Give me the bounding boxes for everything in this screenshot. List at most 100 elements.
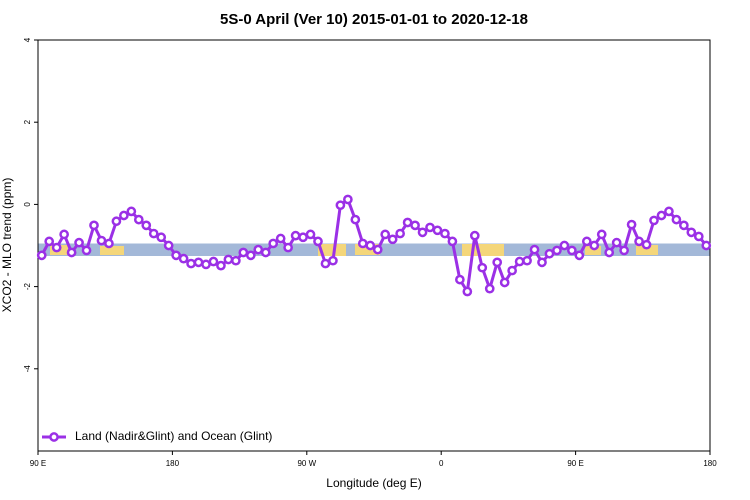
x-tick-label: 90 W [297,459,316,468]
point [402,217,413,228]
point [417,227,428,238]
point [253,244,264,255]
point [537,257,547,268]
point [686,227,697,238]
point [141,220,152,231]
legend-marker [49,432,59,442]
x-tick-label: 90 E [30,459,46,468]
point [492,257,503,268]
point [440,228,450,239]
point [611,237,622,248]
chart-title: 5S-0 April (Ver 10) 2015-01-01 to 2020-1… [220,11,528,28]
point [619,245,629,256]
land-patch [100,246,124,255]
point [559,240,570,251]
point [567,245,577,256]
point [298,232,308,243]
point [59,229,69,240]
point [357,238,368,249]
land-patch [462,244,504,256]
point [380,229,391,240]
point [425,222,435,233]
point [626,219,637,230]
point [320,258,331,269]
point [238,247,249,258]
point [455,274,465,285]
point [223,254,234,265]
point [462,286,473,297]
point [395,228,405,239]
point [574,250,585,261]
point [313,236,323,247]
legend-label: Land (Nadir&Glint) and Ocean (Glint) [75,429,272,443]
point [335,200,346,211]
point [36,250,47,261]
point [163,240,174,251]
point [589,240,600,251]
x-tick-label: 90 E [567,459,583,468]
y-tick-label: 4 [23,37,32,42]
point [51,242,62,253]
point [552,245,562,256]
point [499,277,510,288]
point [305,229,316,240]
point [641,239,652,250]
point [328,255,338,266]
point [671,214,682,225]
point [604,247,615,258]
point [268,238,279,249]
point [387,234,398,245]
point [656,210,667,221]
point [693,231,704,242]
point [74,237,84,248]
x-tick-label: 180 [703,459,717,468]
point [350,214,361,225]
point [66,247,77,258]
x-tick-label: 180 [166,459,180,468]
point [208,256,219,267]
point [231,255,241,266]
point [133,214,144,225]
point [529,244,540,255]
point [119,210,129,221]
point [649,215,659,226]
y-axis-label: XCO2 - MLO trend (ppm) [0,178,14,313]
point [484,283,495,294]
point [410,220,420,231]
point [432,225,443,236]
point [275,233,286,244]
land-patch [355,244,380,255]
point [171,250,181,261]
point [96,235,107,246]
point [664,206,674,217]
point [89,220,99,231]
point [104,238,114,249]
point [701,240,712,251]
point [372,244,383,255]
land-patch [585,246,601,255]
point [126,206,137,217]
land-patch [318,244,346,256]
point [477,262,488,273]
point [514,256,525,267]
point [469,230,480,241]
point [178,253,189,264]
point [581,236,592,247]
x-axis-label: Longitude (deg E) [326,476,421,490]
point [245,250,256,261]
point [290,230,301,241]
land-patch [636,245,658,255]
point [216,260,226,271]
point [201,259,211,270]
point [634,236,644,247]
point [522,255,532,266]
point [447,236,458,247]
point [148,228,159,239]
point [44,236,55,247]
point [81,245,92,256]
y-tick-label: -4 [23,365,32,373]
point [596,229,607,240]
point [507,265,517,276]
y-tick-label: 0 [23,202,32,207]
